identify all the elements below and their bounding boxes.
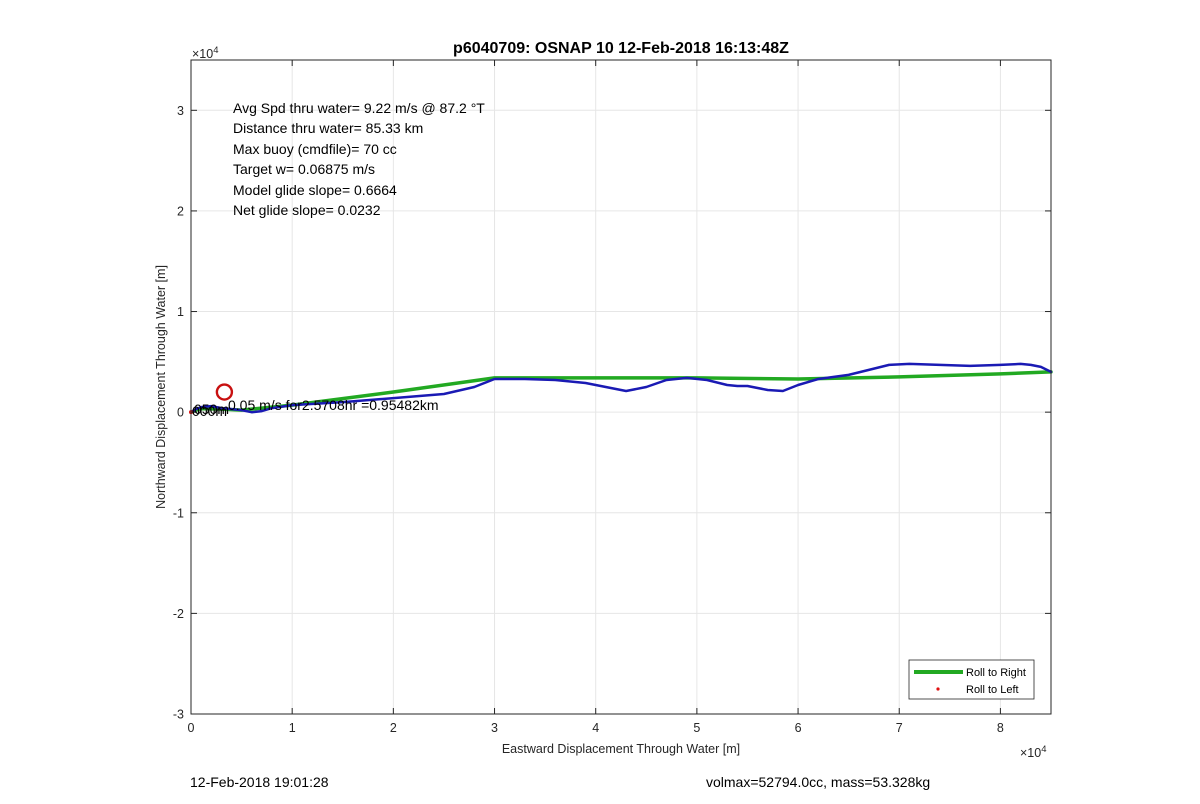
annotation-line: Distance thru water= 85.33 km xyxy=(233,120,423,136)
annotation-line: Target w= 0.06875 m/s xyxy=(233,161,375,177)
annotation-line: Max buoy (cmdfile)= 70 cc xyxy=(233,141,397,157)
x-tick-label: 4 xyxy=(592,721,599,735)
y-exponent-label: ×104 xyxy=(192,45,219,61)
x-tick-label: 2 xyxy=(390,721,397,735)
x-tick-label: 0 xyxy=(188,721,195,735)
y-tick-label: 2 xyxy=(177,204,184,218)
legend: Roll to Right Roll to Left xyxy=(908,659,1035,700)
annotation-line: Net glide slope= 0.0232 xyxy=(233,202,381,218)
legend-label-roll-left: Roll to Left xyxy=(966,684,1019,696)
y-tick-labels: -3 -2 -1 0 1 2 3 xyxy=(173,104,184,722)
chart-title: p6040709: OSNAP 10 12-Feb-2018 16:13:48Z xyxy=(453,40,789,57)
x-tick-label: 8 xyxy=(997,721,1004,735)
x-exponent-label: ×104 xyxy=(1020,744,1047,760)
y-tick-label: 3 xyxy=(177,104,184,118)
legend-swatch-roll-left xyxy=(936,687,940,691)
plot-area xyxy=(189,59,1053,715)
annotation-line: Avg Spd thru water= 9.22 m/s @ 87.2 °T xyxy=(233,100,485,116)
y-tick-label: 0 xyxy=(177,406,184,420)
series-line xyxy=(189,362,1053,414)
start-label: 050m xyxy=(194,401,229,417)
series-group xyxy=(189,362,1053,414)
series-line xyxy=(189,370,1053,414)
annotation-block: Avg Spd thru water= 9.22 m/s @ 87.2 °T D… xyxy=(233,100,485,218)
x-tick-label: 7 xyxy=(896,721,903,735)
footer-timestamp: 12-Feb-2018 19:01:28 xyxy=(190,774,329,790)
ticks xyxy=(190,60,1051,715)
y-tick-label: 1 xyxy=(177,305,184,319)
y-tick-label: -1 xyxy=(173,506,184,520)
x-tick-label: 3 xyxy=(491,721,498,735)
legend-label-roll-right: Roll to Right xyxy=(966,667,1026,679)
footer-mass-info: volmax=52794.0cc, mass=53.328kg xyxy=(706,774,930,790)
annotation-line: Model glide slope= 0.6664 xyxy=(233,182,397,198)
y-tick-label: -2 xyxy=(173,607,184,621)
start-label: 000m xyxy=(192,403,227,419)
x-axis-label: Eastward Displacement Through Water [m] xyxy=(502,742,740,756)
segment-speed-label: 0.05 m/s for2.5708hr =0.95482km xyxy=(228,397,439,413)
y-axis-label: Northward Displacement Through Water [m] xyxy=(154,265,168,509)
x-tick-label: 6 xyxy=(795,721,802,735)
start-circle-marker xyxy=(215,383,234,401)
x-tick-labels: 0 1 2 3 4 5 6 7 8 xyxy=(188,721,1004,735)
legend-box xyxy=(908,659,1035,700)
y-tick-label: -3 xyxy=(173,708,184,722)
x-tick-label: 5 xyxy=(693,721,700,735)
x-tick-label: 1 xyxy=(289,721,296,735)
